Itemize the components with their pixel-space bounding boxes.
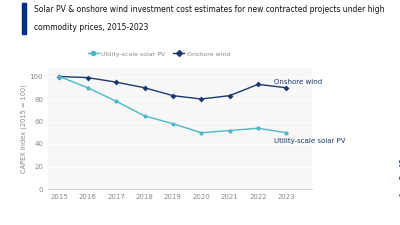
- Text: Solar PV & onshore wind investment cost estimates for new contracted projects un: Solar PV & onshore wind investment cost …: [34, 4, 384, 13]
- Text: International
Energy Agency: International Energy Agency: [398, 142, 400, 198]
- Legend: Utility-scale solar PV, Onshore wind: Utility-scale solar PV, Onshore wind: [85, 49, 233, 59]
- Y-axis label: CAPEX index (2015 = 100): CAPEX index (2015 = 100): [20, 84, 27, 173]
- Text: Onshore wind: Onshore wind: [274, 79, 322, 86]
- Text: Utility-scale solar PV: Utility-scale solar PV: [274, 138, 345, 144]
- Text: commodity prices, 2015-2023: commodity prices, 2015-2023: [34, 22, 148, 32]
